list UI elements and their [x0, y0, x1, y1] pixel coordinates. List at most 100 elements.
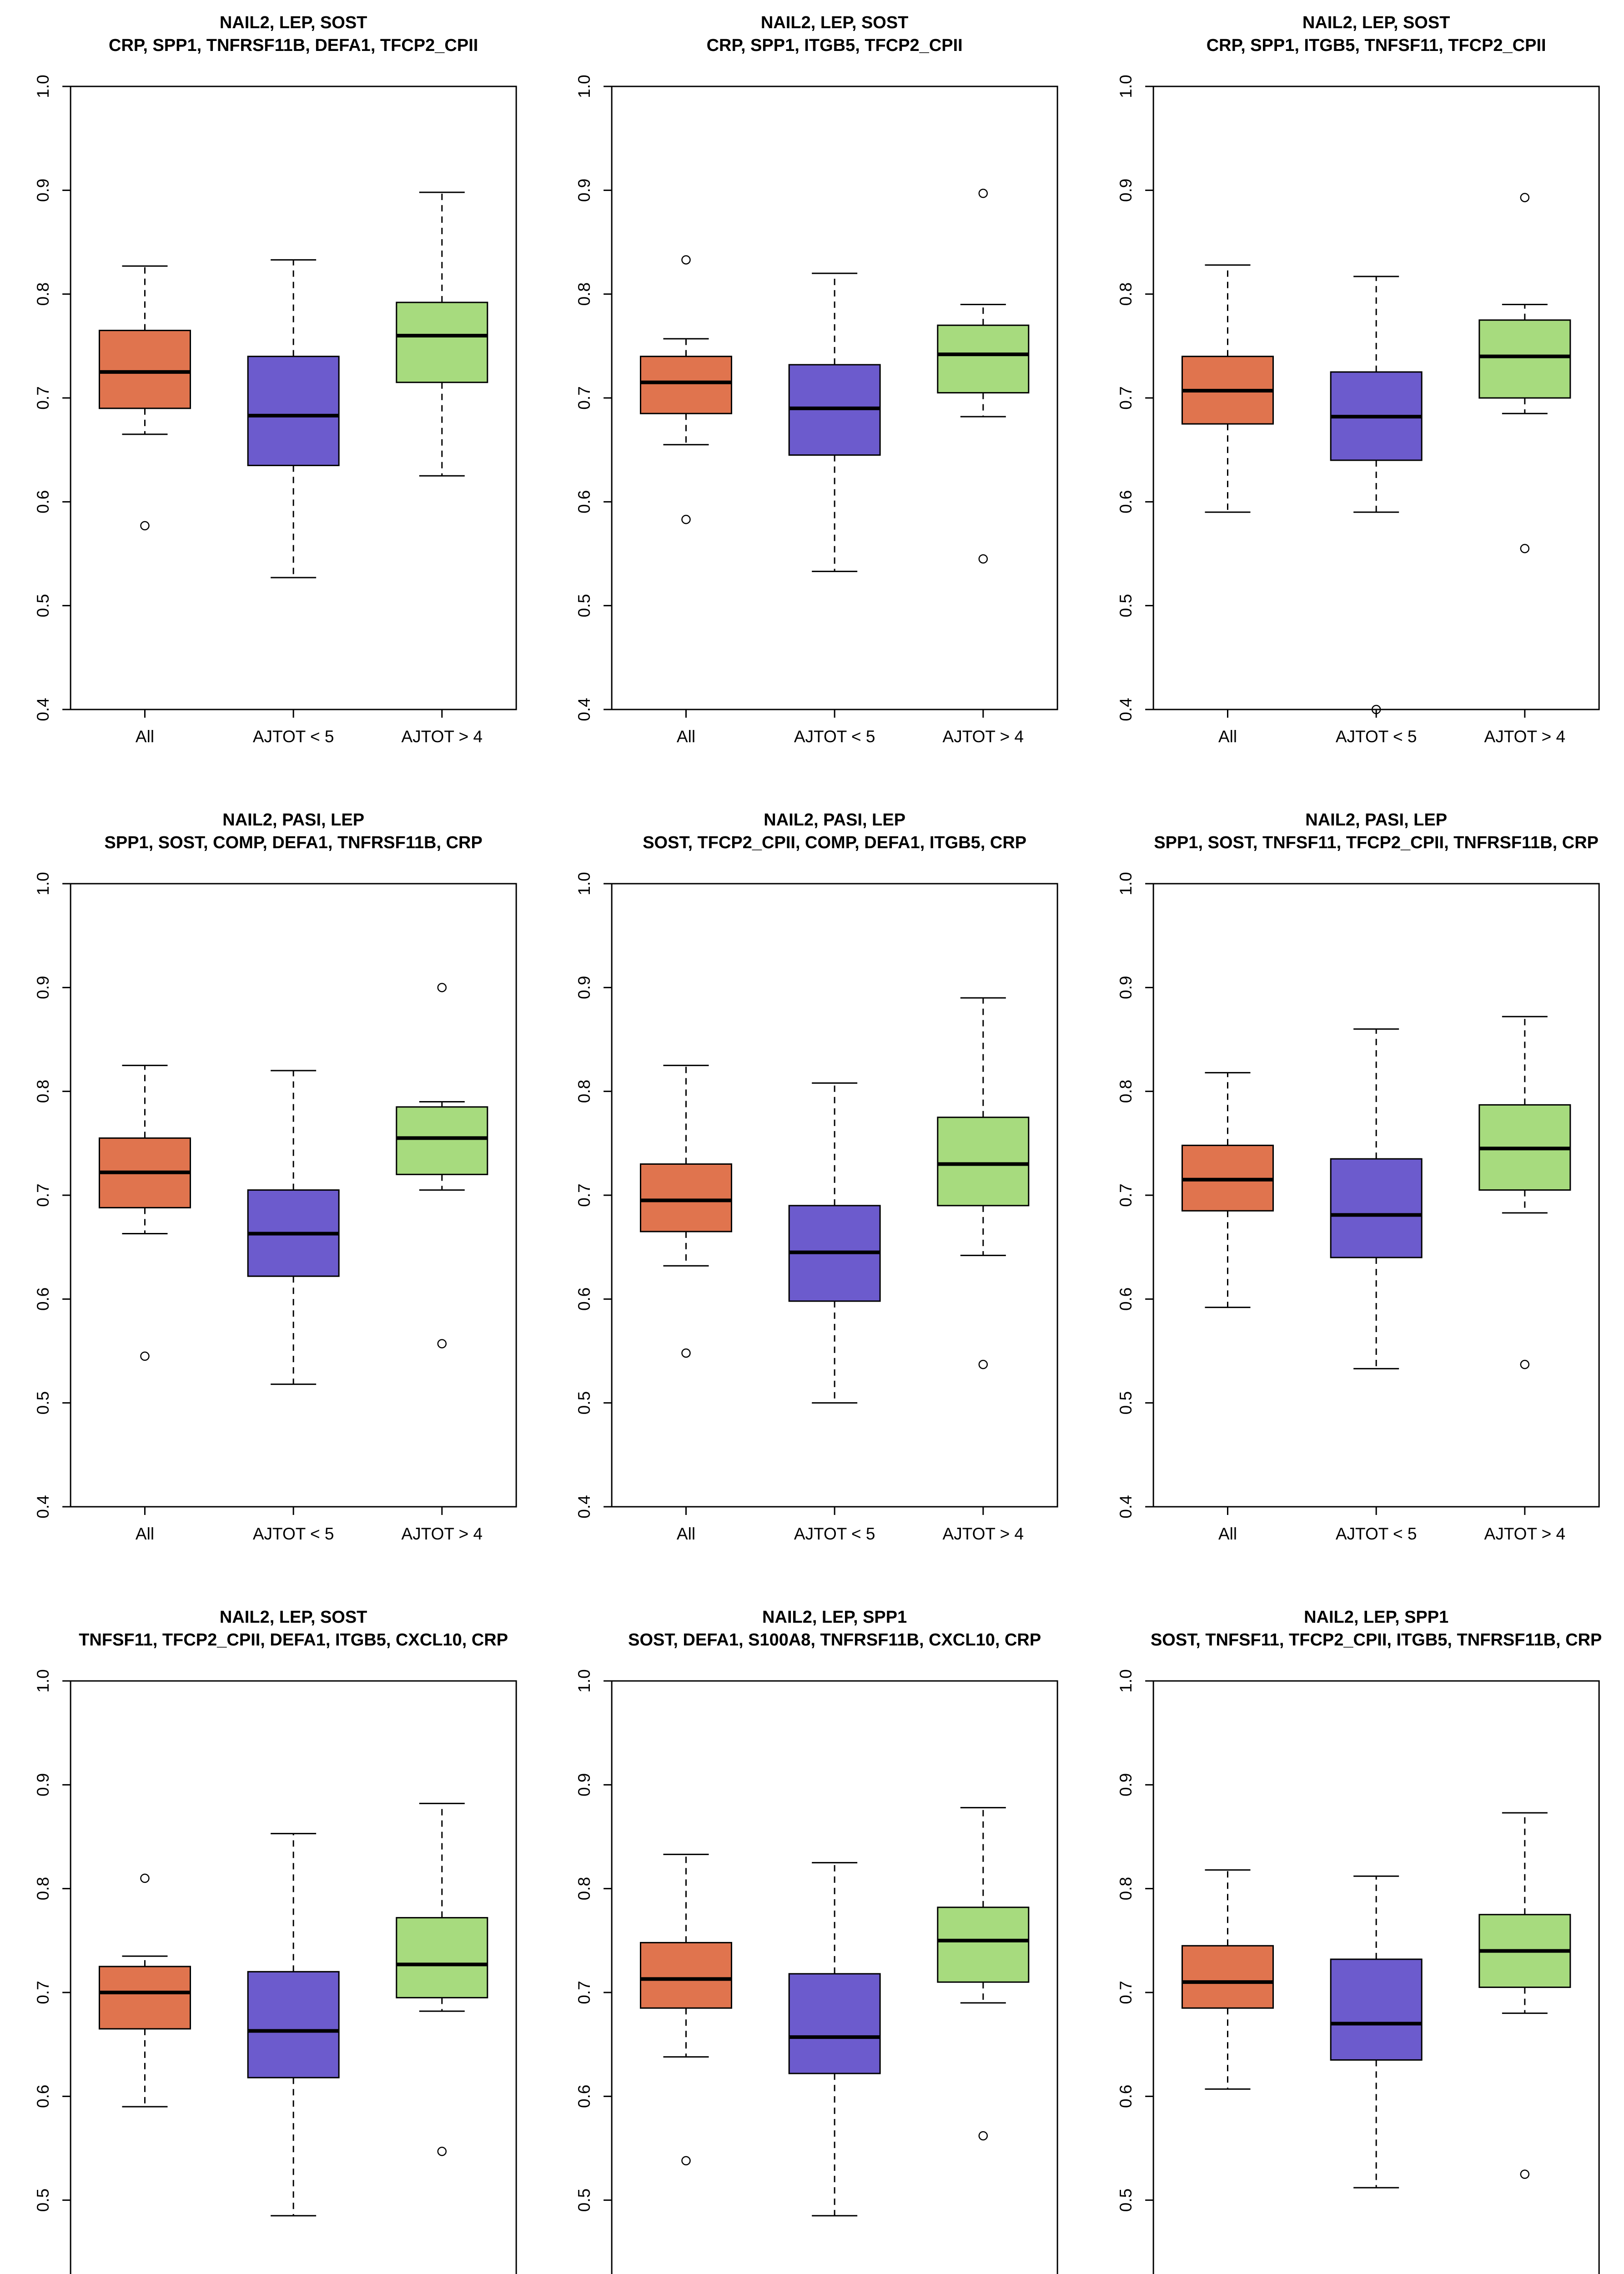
boxplot-svg: NAIL2, LEP, SPP1 SOST, DEFA1, S100A8, TN…: [575, 1608, 1058, 2274]
y-tick-label: 1.0: [34, 872, 52, 895]
outlier-point: [1520, 2169, 1529, 2179]
y-tick-label: 0.7: [1116, 1981, 1135, 2004]
y-tick-label: 1.0: [1116, 75, 1135, 98]
y-tick-label: 0.9: [1116, 1773, 1135, 1796]
y-tick-label: 0.8: [34, 282, 52, 306]
x-tick-label: AJTOT < 5: [253, 1524, 334, 1543]
panel-title-line1: NAIL2, LEP, SOST: [761, 13, 908, 32]
boxplot-svg: NAIL2, LEP, SOST CRP, SPP1, ITGB5, TNFSF…: [1116, 13, 1600, 746]
box: [640, 1942, 733, 2009]
boxplot-svg: NAIL2, PASI, LEP SPP1, SOST, COMP, DEFA1…: [34, 810, 517, 1543]
y-tick-label: 0.6: [575, 490, 593, 513]
outlier-point: [978, 188, 988, 198]
boxplot-panel-7: NAIL2, LEP, SOST TNFSF11, TFCP2_CPII, DE…: [0, 1595, 541, 2274]
boxplot-panel-1: NAIL2, LEP, SOST CRP, SPP1, TNFRSF11B, D…: [0, 0, 541, 797]
box: [937, 1907, 1030, 1983]
y-tick-label: 0.7: [1116, 1183, 1135, 1207]
box: [640, 1163, 733, 1233]
y-tick-label: 0.8: [34, 1080, 52, 1103]
y-tick-label: 0.7: [575, 1981, 593, 2004]
box: [937, 324, 1030, 394]
y-tick-label: 1.0: [34, 75, 52, 98]
box: [1330, 1958, 1423, 2061]
y-tick-label: 1.0: [575, 872, 593, 895]
y-tick-label: 1.0: [34, 1669, 52, 1692]
x-tick-label: AJTOT > 4: [943, 727, 1024, 746]
y-tick-label: 0.6: [1116, 2085, 1135, 2108]
box: [396, 1106, 488, 1175]
panel-title-line2: SOST, DEFA1, S100A8, TNFRSF11B, CXCL10, …: [628, 1630, 1041, 1650]
y-tick-label: 0.5: [1116, 594, 1135, 617]
panel-title-line1: NAIL2, LEP, SOST: [220, 13, 367, 32]
y-tick-label: 0.5: [34, 594, 52, 617]
box: [1330, 1158, 1423, 1258]
x-tick-label: AJTOT > 4: [1484, 727, 1565, 746]
y-tick-label: 0.4: [34, 698, 52, 721]
boxplot-panel-2: NAIL2, LEP, SOST CRP, SPP1, ITGB5, TFCP2…: [541, 0, 1082, 797]
outlier-point: [978, 2131, 988, 2141]
outlier-point: [140, 521, 150, 531]
x-tick-label: All: [1218, 727, 1237, 746]
panel-title-line2: SPP1, SOST, TNFSF11, TFCP2_CPII, TNFRSF1…: [1154, 833, 1599, 852]
y-tick-label: 0.8: [1116, 282, 1135, 306]
boxplot-panel-9: NAIL2, LEP, SPP1 SOST, TNFSF11, TFCP2_CP…: [1083, 1595, 1624, 2274]
panel-title-line1: NAIL2, PASI, LEP: [764, 810, 906, 830]
boxplot-svg: NAIL2, LEP, SOST CRP, SPP1, TNFRSF11B, D…: [34, 13, 517, 746]
x-tick-label: All: [677, 1524, 695, 1543]
y-tick-label: 0.6: [34, 490, 52, 513]
panel-title-line2: SOST, TNFSF11, TFCP2_CPII, ITGB5, TNFRSF…: [1151, 1630, 1602, 1650]
y-tick-label: 0.9: [575, 976, 593, 999]
y-tick-label: 0.7: [34, 1183, 52, 1207]
x-tick-label: AJTOT < 5: [794, 727, 875, 746]
box: [247, 356, 340, 466]
x-tick-label: AJTOT > 4: [1484, 1524, 1565, 1543]
y-tick-label: 0.6: [1116, 490, 1135, 513]
y-tick-label: 0.4: [1116, 1495, 1135, 1518]
x-tick-label: AJTOT > 4: [943, 1524, 1024, 1543]
box: [1478, 319, 1571, 399]
boxplot-svg: NAIL2, PASI, LEP SPP1, SOST, TNFSF11, TF…: [1116, 810, 1600, 1543]
outlier-point: [978, 1359, 988, 1369]
outlier-point: [437, 1339, 447, 1348]
boxplot-panel-6: NAIL2, PASI, LEP SPP1, SOST, TNFSF11, TF…: [1083, 797, 1624, 1595]
y-tick-label: 0.6: [575, 1288, 593, 1311]
y-tick-label: 0.7: [34, 386, 52, 409]
x-tick-label: All: [677, 727, 695, 746]
y-tick-label: 1.0: [575, 1669, 593, 1692]
y-tick-label: 1.0: [1116, 872, 1135, 895]
outlier-point: [1520, 543, 1529, 553]
panel-title-line2: CRP, SPP1, ITGB5, TNFSF11, TFCP2_CPII: [1206, 36, 1546, 55]
y-tick-label: 0.7: [575, 1183, 593, 1207]
outlier-point: [437, 983, 447, 992]
y-tick-label: 1.0: [575, 75, 593, 98]
y-tick-label: 0.4: [1116, 698, 1135, 721]
outlier-point: [1520, 1359, 1529, 1369]
panel-title-line2: SPP1, SOST, COMP, DEFA1, TNFRSF11B, CRP: [105, 833, 483, 852]
panel-title-line1: NAIL2, LEP, SPP1: [1304, 1608, 1448, 1627]
box: [788, 1973, 881, 2074]
outlier-point: [1520, 193, 1529, 202]
x-tick-label: All: [136, 1524, 154, 1543]
outlier-point: [681, 255, 691, 265]
y-tick-label: 0.4: [575, 698, 593, 721]
box: [640, 356, 733, 414]
y-tick-label: 0.9: [1116, 179, 1135, 202]
panel-title-line1: NAIL2, LEP, SOST: [1302, 13, 1450, 32]
y-tick-label: 0.9: [34, 976, 52, 999]
y-tick-label: 0.8: [1116, 1877, 1135, 1900]
y-tick-label: 0.5: [575, 594, 593, 617]
x-tick-label: AJTOT < 5: [1336, 1524, 1417, 1543]
panel-title-line1: NAIL2, LEP, SOST: [220, 1608, 367, 1627]
outlier-point: [140, 1873, 150, 1883]
boxplot-panel-8: NAIL2, LEP, SPP1 SOST, DEFA1, S100A8, TN…: [541, 1595, 1082, 2274]
panel-title-line2: CRP, SPP1, TNFRSF11B, DEFA1, TFCP2_CPII: [109, 36, 478, 55]
y-tick-label: 0.5: [34, 2188, 52, 2212]
y-tick-label: 0.9: [1116, 976, 1135, 999]
outlier-point: [978, 554, 988, 564]
boxplot-panel-3: NAIL2, LEP, SOST CRP, SPP1, ITGB5, TNFSF…: [1083, 0, 1624, 797]
